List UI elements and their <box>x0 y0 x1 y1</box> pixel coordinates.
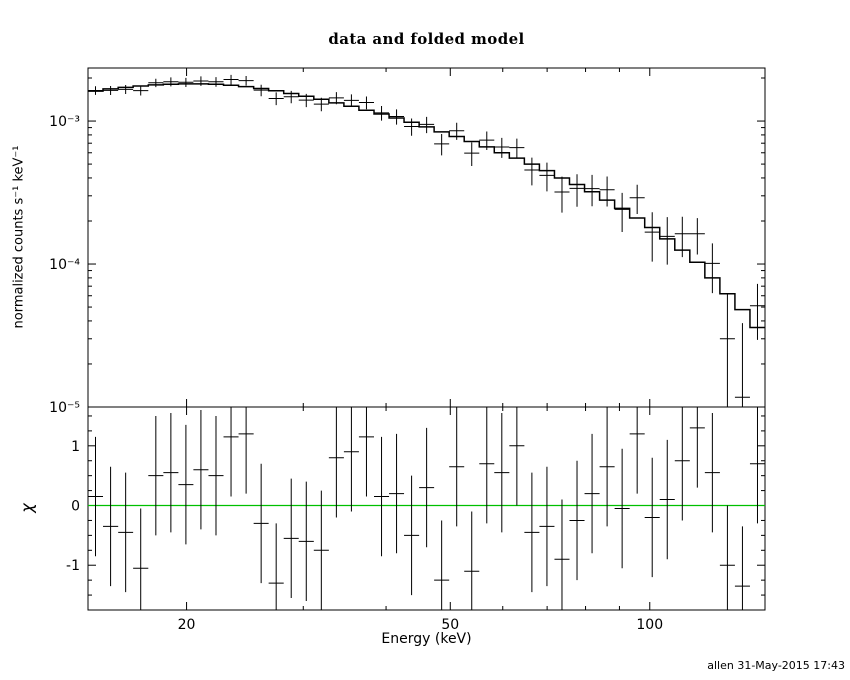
chi-tick-label: 1 <box>71 439 80 455</box>
chi-tick-label: -1 <box>66 558 80 574</box>
chi-points <box>88 407 765 610</box>
plot-title: data and folded model <box>328 30 525 48</box>
residuals-panel-frame <box>87 406 766 611</box>
x-tick-label: 20 <box>178 617 196 633</box>
y-tick-label: 10⁻⁵ <box>49 400 80 416</box>
x-tick-label: 50 <box>441 617 459 633</box>
y-tick-label: 10⁻⁴ <box>49 257 80 273</box>
x-tick-label: 100 <box>636 617 663 633</box>
timestamp: allen 31-May-2015 17:43 <box>707 659 845 672</box>
y-axis-label: normalized counts s⁻¹ keV⁻¹ <box>11 145 27 329</box>
chi-axis-label: χ <box>17 503 37 513</box>
x-axis-label: Energy (keV) <box>381 631 472 647</box>
data-points <box>88 74 765 407</box>
axes <box>87 67 766 611</box>
y-tick-label: 10⁻³ <box>49 114 80 130</box>
model-histogram <box>88 83 765 329</box>
chi-tick-label: 0 <box>71 499 80 515</box>
